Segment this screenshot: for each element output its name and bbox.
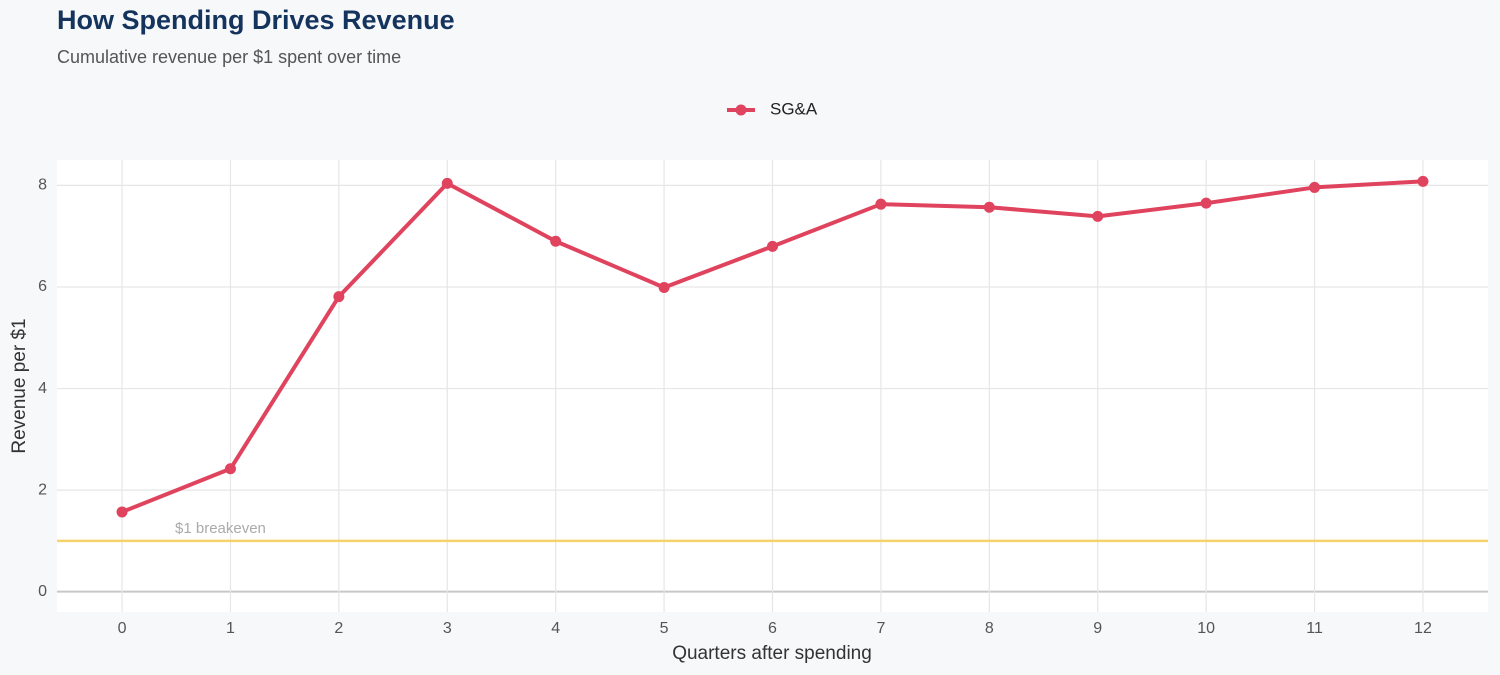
x-tick-label: 2 (334, 620, 343, 637)
legend-swatch-dot (735, 104, 747, 116)
data-point (767, 240, 778, 252)
x-tick-label: 8 (985, 620, 994, 637)
y-tick-label: 6 (38, 278, 47, 295)
data-point (1092, 210, 1104, 222)
data-point (441, 177, 453, 189)
data-point (550, 235, 562, 247)
data-point (983, 201, 995, 213)
x-tick-label: 9 (1093, 620, 1102, 637)
x-tick-label: 6 (768, 620, 777, 637)
x-tick-label: 10 (1197, 620, 1215, 637)
x-tick-label: 0 (118, 620, 127, 637)
y-tick-label: 4 (38, 380, 47, 397)
data-point (1200, 197, 1212, 209)
x-tick-label: 1 (226, 620, 235, 637)
x-tick-label: 4 (551, 620, 560, 637)
reference-label: $1 breakeven (175, 520, 266, 537)
chart-subtitle: Cumulative revenue per $1 spent over tim… (57, 47, 401, 67)
data-point (116, 506, 128, 518)
data-point (333, 291, 345, 303)
y-tick-label: 2 (38, 481, 47, 498)
x-tick-label: 5 (660, 620, 669, 637)
data-point (658, 281, 670, 293)
y-tick-label: 0 (38, 583, 47, 600)
x-tick-label: 11 (1306, 620, 1323, 637)
chart-title: How Spending Drives Revenue (57, 5, 455, 35)
y-tick-label: 8 (38, 177, 47, 194)
legend-label: SG&A (770, 99, 818, 118)
x-tick-label: 12 (1414, 620, 1432, 637)
data-point (875, 198, 887, 210)
x-tick-label: 3 (443, 620, 452, 637)
data-point (1309, 181, 1321, 193)
data-point (224, 463, 236, 475)
x-tick-label: 7 (876, 620, 885, 637)
data-point (1417, 175, 1429, 187)
x-axis-label: Quarters after spending (672, 643, 872, 664)
y-axis-label: Revenue per $1 (9, 318, 30, 453)
